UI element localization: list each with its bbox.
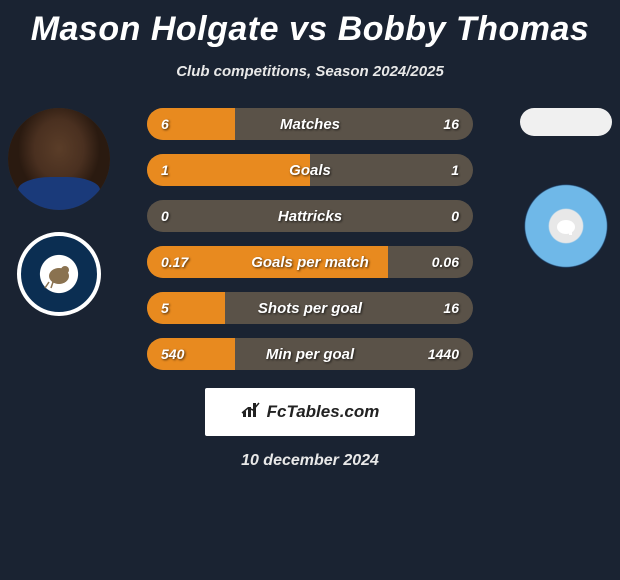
branding-text: FcTables.com: [267, 402, 380, 422]
stat-bar: 616Matches: [147, 108, 473, 140]
stat-label: Shots per goal: [147, 292, 473, 324]
stat-bar: 00Hattricks: [147, 200, 473, 232]
chart-icon: [241, 401, 261, 424]
thrush-icon: [39, 254, 79, 294]
stat-label: Min per goal: [147, 338, 473, 370]
player-left-column: [8, 108, 110, 316]
player-right-column: [520, 108, 612, 268]
stat-bar: 0.170.06Goals per match: [147, 246, 473, 278]
stat-bar: 5401440Min per goal: [147, 338, 473, 370]
stat-label: Goals: [147, 154, 473, 186]
date-label: 10 december 2024: [0, 452, 620, 470]
player-right-avatar-blank: [520, 108, 612, 136]
stat-label: Goals per match: [147, 246, 473, 278]
player-left-face-placeholder: [8, 108, 110, 210]
stat-bar: 516Shots per goal: [147, 292, 473, 324]
club-badge-west-brom: [17, 232, 101, 316]
elephant-icon: [551, 211, 581, 241]
comparison-panel: 616Matches 11Goals 00Hattricks 0.170.06Goal…: [0, 108, 620, 370]
stat-label: Matches: [147, 108, 473, 140]
club-badge-coventry: [524, 184, 608, 268]
stat-bars: 616Matches 11Goals 00Hattricks 0.170.06Goal…: [147, 108, 473, 370]
branding-badge: FcTables.com: [205, 388, 415, 436]
subtitle: Club competitions, Season 2024/2025: [0, 63, 620, 80]
stat-label: Hattricks: [147, 200, 473, 232]
stat-bar: 11Goals: [147, 154, 473, 186]
page-title: Mason Holgate vs Bobby Thomas: [0, 10, 620, 49]
player-left-avatar: [8, 108, 110, 210]
